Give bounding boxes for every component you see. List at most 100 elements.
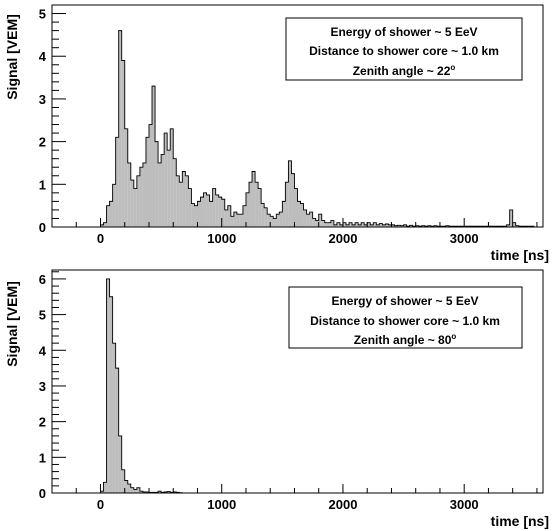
histogram-bin [358, 224, 362, 227]
histogram-bin [258, 188, 262, 227]
histogram-bin [145, 491, 149, 493]
histogram-bin [224, 209, 228, 227]
histogram-bin [173, 158, 177, 227]
histogram-bin [233, 212, 237, 227]
axis-ticks: 0 1000 2000 3000 0 1 2 3 4 5 6 [39, 271, 538, 512]
histogram-bin [155, 141, 159, 227]
histogram-bin [391, 224, 395, 227]
histogram-bin [158, 491, 162, 493]
legend-distance: Distance to shower core ~ 1.0 km [309, 44, 499, 58]
histogram-bin [203, 192, 207, 227]
histogram-bin [421, 225, 425, 227]
histogram-bin [185, 175, 189, 227]
histogram-bin [382, 224, 386, 227]
histogram-bin [139, 491, 143, 493]
x-tick-label: 3000 [450, 497, 479, 512]
x-axis-label: time [ns] [491, 513, 549, 529]
histogram-bin [106, 205, 110, 227]
y-tick-label: 5 [39, 7, 46, 22]
histogram-bin [385, 224, 389, 227]
histogram-bin [261, 203, 265, 227]
histogram-bin [118, 435, 122, 493]
legend-energy: Energy of shower ~ 5 EeV [330, 25, 477, 39]
histogram-bin [152, 86, 156, 228]
histogram-bin [376, 224, 380, 227]
histogram-bin [303, 209, 307, 227]
histogram-bin [364, 224, 368, 227]
legend: Energy of shower ~ 5 EeV Distance to sho… [285, 17, 523, 81]
histogram-bin [312, 218, 316, 227]
histogram-bin [121, 60, 125, 227]
histogram-bin [300, 203, 304, 227]
histogram-bin [282, 201, 286, 227]
legend-box [288, 286, 523, 349]
legend-zenith-degree: o [450, 63, 455, 72]
histogram-bin [206, 194, 210, 227]
y-tick-label: 2 [39, 415, 46, 430]
histogram-bin [446, 225, 450, 227]
histogram-bin [173, 491, 177, 493]
histogram-bin [324, 222, 328, 227]
histogram-bin [279, 212, 283, 227]
histogram-bin [267, 214, 271, 227]
histogram-bin [264, 207, 268, 227]
histogram-bin [403, 224, 407, 227]
y-tick-label: 3 [39, 92, 46, 107]
x-tick-label: 1000 [207, 231, 236, 246]
histogram-bin [245, 192, 250, 227]
x-tick-label: 2000 [329, 231, 358, 246]
x-tick-label: 0 [97, 231, 104, 246]
histogram [100, 278, 186, 494]
histogram-bin [339, 224, 343, 227]
histogram-bin [191, 203, 195, 227]
histogram-bin [136, 175, 140, 227]
histogram-bin [164, 491, 168, 493]
y-tick-label: 2 [39, 135, 46, 150]
histogram-bin [318, 214, 322, 227]
histogram-bin [115, 137, 119, 227]
histogram-bin [182, 171, 186, 227]
x-tick-label: 1000 [207, 497, 236, 512]
legend-zenith: Zenith angle ~ 80o [354, 332, 457, 347]
histogram-bin [315, 220, 319, 227]
histogram-bin [509, 209, 513, 227]
histogram-bin [130, 180, 134, 227]
histogram-bin [255, 182, 259, 227]
histogram-bin [130, 487, 134, 493]
y-tick-label: 5 [39, 308, 46, 323]
histogram-bin [345, 224, 350, 227]
histogram-bin [100, 224, 104, 227]
legend-zenith-text: Zenith angle ~ 22 [353, 64, 451, 78]
histogram-bin [433, 225, 437, 227]
histogram-bin [394, 225, 398, 227]
histogram-bin [167, 491, 171, 493]
histogram-bin [127, 162, 131, 227]
histogram-bin [427, 225, 431, 227]
histogram-bin [361, 222, 365, 227]
y-axis-label: Signal [VEM] [4, 281, 20, 367]
histogram-bin [124, 128, 128, 227]
histogram-bin [352, 224, 356, 227]
histogram-bin [142, 491, 146, 493]
histogram-bin [121, 469, 125, 493]
histogram-bin [291, 173, 295, 227]
histogram-bin [349, 222, 353, 227]
histogram-bin [355, 222, 359, 227]
histogram-bin [139, 167, 143, 227]
histogram-bin [109, 201, 113, 227]
histogram-bin [227, 205, 231, 227]
histogram-bin [273, 218, 277, 227]
histogram-bin [342, 222, 346, 227]
axis-ticks: 0 1000 2000 3000 0 1 2 3 4 5 [39, 4, 538, 246]
histogram-bin [218, 197, 222, 227]
histogram-bin [179, 182, 183, 227]
histogram-bin [158, 162, 162, 227]
y-axis-label: Signal [VEM] [4, 14, 20, 100]
histogram-bin [373, 222, 377, 227]
legend-energy: Energy of shower ~ 5 EeV [331, 294, 478, 308]
legend: Energy of shower ~ 5 EeV Distance to sho… [288, 286, 523, 349]
histogram-outline [100, 30, 537, 228]
histogram-bin [112, 184, 116, 227]
histogram-bin [103, 222, 107, 227]
